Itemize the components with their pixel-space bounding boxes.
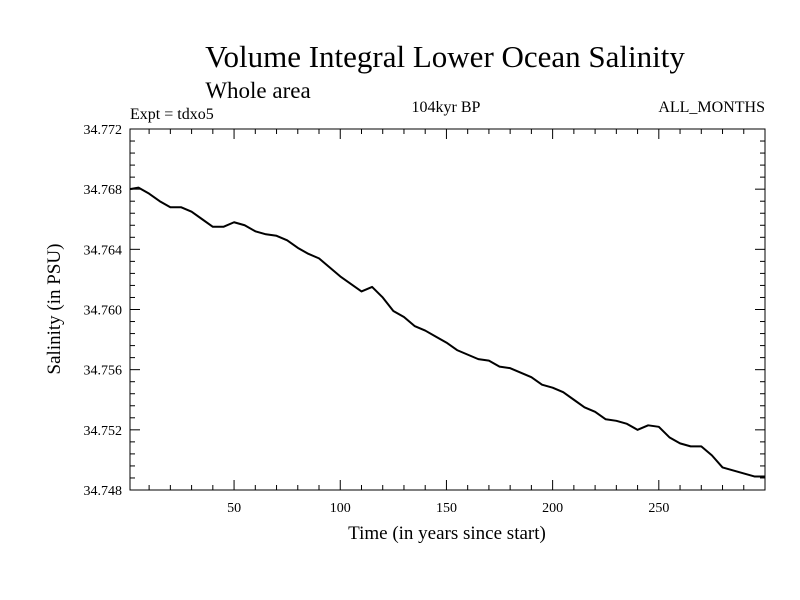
y-tick-label: 34.752 bbox=[84, 424, 123, 439]
x-tick-label: 100 bbox=[330, 501, 351, 516]
x-tick-label: 200 bbox=[542, 501, 563, 516]
salinity-series-line bbox=[129, 186, 765, 478]
x-tick-label: 250 bbox=[648, 501, 669, 516]
x-tick-label: 50 bbox=[227, 501, 241, 516]
y-tick-label: 34.760 bbox=[84, 304, 123, 319]
period-label: 104kyr BP bbox=[412, 99, 481, 116]
x-tick-label: 150 bbox=[436, 501, 457, 516]
plot-frame bbox=[129, 128, 766, 491]
chart-title: Volume Integral Lower Ocean Salinity bbox=[205, 39, 685, 74]
months-label: ALL_MONTHS bbox=[658, 99, 765, 116]
y-axis-label: Salinity (in PSU) bbox=[44, 244, 65, 375]
experiment-label: Expt = tdxo5 bbox=[130, 106, 214, 123]
y-tick-label: 34.772 bbox=[84, 123, 123, 138]
y-tick-label: 34.756 bbox=[84, 364, 123, 379]
y-tick-label: 34.764 bbox=[84, 243, 123, 258]
axes: 34.748 34.752 34.756 34.760 34.764 34.768 34.7… bbox=[84, 123, 766, 516]
chart-subtitle: Whole area bbox=[205, 78, 310, 103]
y-tick-label: 34.748 bbox=[84, 484, 123, 499]
x-axis-label: Time (in years since start) bbox=[348, 523, 546, 544]
y-tick-label: 34.768 bbox=[84, 183, 123, 198]
series-layer bbox=[129, 186, 765, 478]
